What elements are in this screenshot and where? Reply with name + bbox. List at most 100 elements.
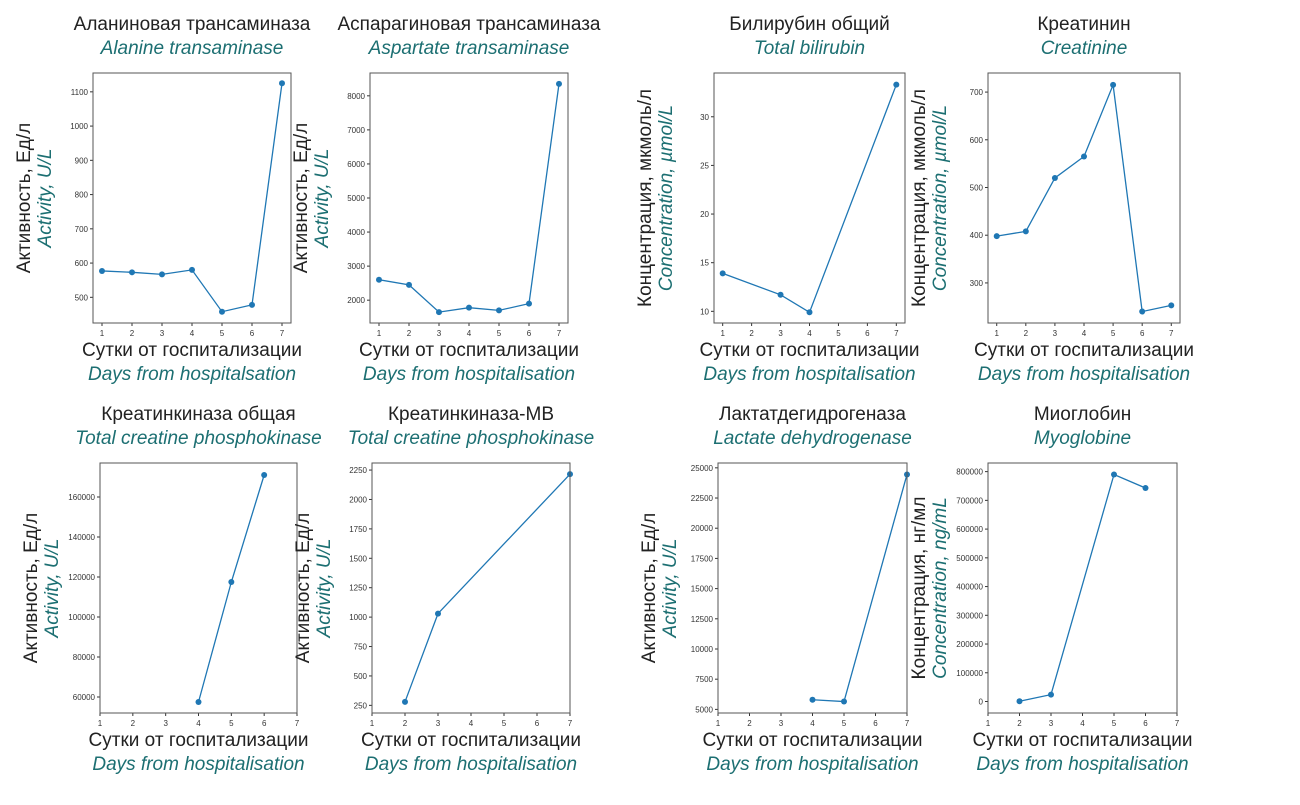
line-chart: 2000 3000 4000 5000 6000 7000 8000 1 2 3 4 5 6 7 [347, 72, 569, 338]
x-tick-label: 5 [220, 329, 225, 338]
chart-subtitle: Creatinine [1040, 38, 1128, 59]
x-axis-label-en: Days from hospitalisation [706, 754, 919, 775]
data-point [893, 81, 900, 88]
y-axis-label: Концентрация, нг/мл [909, 496, 930, 680]
x-tick-label: 2 [1017, 719, 1022, 728]
y-tick-label: 25000 [691, 464, 714, 473]
y-tick-label: 20000 [691, 524, 714, 533]
x-tick-label: 1 [370, 719, 375, 728]
data-point [1168, 302, 1175, 309]
x-tick-label: 1 [720, 329, 725, 338]
series-line [996, 82, 1172, 313]
x-tick-label: 6 [250, 329, 255, 338]
x-axis-label-en: Days from hospitalsation [87, 364, 297, 385]
x-tick-label: 6 [1143, 719, 1148, 728]
chart-title: Лактатдегидрогеназа [719, 404, 906, 425]
x-tick-label: 7 [894, 329, 899, 338]
y-tick-label: 5000 [347, 194, 365, 203]
data-point [435, 610, 441, 617]
plot-frame [99, 462, 298, 714]
x-axis-label-en: Days from hospitalisation [362, 364, 576, 385]
data-point [219, 308, 225, 315]
x-tick-label: 3 [160, 329, 165, 338]
y-tick-label: 60000 [73, 693, 96, 702]
data-point [436, 309, 442, 316]
y-axis-label: Концентрация, мкмоль/л [635, 89, 656, 307]
chart-title: Креатинкиназа-МВ [387, 404, 555, 425]
y-axis-label: Активность, Ед/л [639, 512, 660, 664]
plot-frame [371, 462, 571, 714]
y-tick-label: 600000 [956, 525, 983, 534]
plot-frame [92, 72, 292, 324]
y-axis-label-en: Concentration, ng/mL [930, 497, 951, 679]
x-tick-label: 1 [98, 719, 103, 728]
data-point [99, 267, 105, 274]
x-tick-label: 4 [810, 719, 815, 728]
y-tick-label: 900 [75, 156, 89, 165]
y-axis-label-en: Activity, U/L [42, 538, 63, 638]
x-tick-label: 7 [568, 719, 573, 728]
y-axis-label: Активность, Ед/л [291, 122, 312, 274]
x-tick-label: 6 [262, 719, 267, 728]
data-point [719, 270, 726, 277]
y-axis-label: Активность, Ед/л [293, 512, 314, 664]
line-chart: 300 400 500 600 700 1 2 3 4 5 6 7 [970, 72, 1181, 338]
y-tick-label: 30 [700, 113, 709, 122]
data-point [249, 301, 255, 308]
x-axis-label-en: Days from hospitalisation [977, 364, 1191, 385]
x-tick-label: 5 [229, 719, 234, 728]
data-point [189, 266, 195, 273]
line-chart: 10 15 20 25 30 1 2 3 4 5 6 7 [700, 72, 906, 338]
x-axis-label-en: Days from hospitalisation [364, 754, 578, 775]
x-tick-label: 1 [986, 719, 991, 728]
y-tick-label: 5000 [695, 705, 713, 714]
line-chart: 500 600 700 800 900 1000 1100 1 2 3 4 5 6 7 [70, 72, 292, 338]
y-axis-label-en: Activity, U/L [314, 538, 335, 638]
chart-subtitle: Aspartate transaminase [368, 38, 570, 59]
data-point [406, 281, 412, 288]
data-point [159, 271, 165, 278]
x-tick-label: 2 [749, 329, 754, 338]
x-tick-label: 2 [130, 329, 135, 338]
x-tick-label: 1 [995, 329, 1000, 338]
y-tick-label: 200000 [956, 640, 983, 649]
data-point [1142, 485, 1149, 491]
plot-frame [369, 72, 569, 324]
x-tick-label: 4 [1082, 329, 1087, 338]
x-axis-label: Сутки от госпитализации [359, 340, 579, 361]
chart-title: Креатинкиназа общая [101, 404, 296, 425]
data-point [841, 698, 847, 705]
y-tick-label: 1500 [349, 554, 367, 563]
line-chart: 250 500 750 1000 1250 1500 1750 2000 2250 1 2 3 4 5 6 7 [349, 462, 573, 728]
data-point [993, 233, 1000, 240]
series-line [1019, 473, 1146, 702]
y-tick-label: 2250 [349, 466, 367, 475]
y-tick-label: 25 [700, 161, 709, 170]
x-tick-label: 6 [873, 719, 878, 728]
y-tick-label: 1250 [349, 584, 367, 593]
line-chart: 0 100000 200000 300000 400000 500000 600000 700… [956, 462, 1180, 728]
series-line [197, 474, 265, 703]
x-axis-label: Сутки от госпитализации [82, 340, 302, 361]
y-tick-label: 140000 [68, 533, 95, 542]
y-tick-label: 120000 [68, 573, 95, 582]
chart-subtitle: Total bilirubin [753, 38, 866, 59]
y-tick-label: 300 [970, 279, 984, 288]
y-tick-label: 80000 [73, 653, 96, 662]
x-tick-label: 6 [1140, 329, 1145, 338]
y-tick-label: 4000 [347, 228, 365, 237]
data-point [526, 300, 532, 307]
x-tick-label: 4 [467, 329, 472, 338]
plot-frame [987, 72, 1181, 324]
data-point [496, 307, 502, 314]
data-point [809, 696, 816, 703]
x-axis-label-en: Days from hospitalisation [703, 364, 916, 385]
chart-title: Миоглобин [1033, 404, 1132, 425]
data-point [1139, 308, 1146, 315]
x-tick-label: 5 [1111, 329, 1116, 338]
chart-subtitle: Myoglobine [1033, 428, 1132, 449]
x-tick-label: 5 [836, 329, 841, 338]
y-tick-label: 17500 [691, 554, 714, 563]
chart-subtitle: Lactate dehydrogenase [713, 428, 912, 449]
y-tick-label: 1100 [71, 88, 89, 97]
